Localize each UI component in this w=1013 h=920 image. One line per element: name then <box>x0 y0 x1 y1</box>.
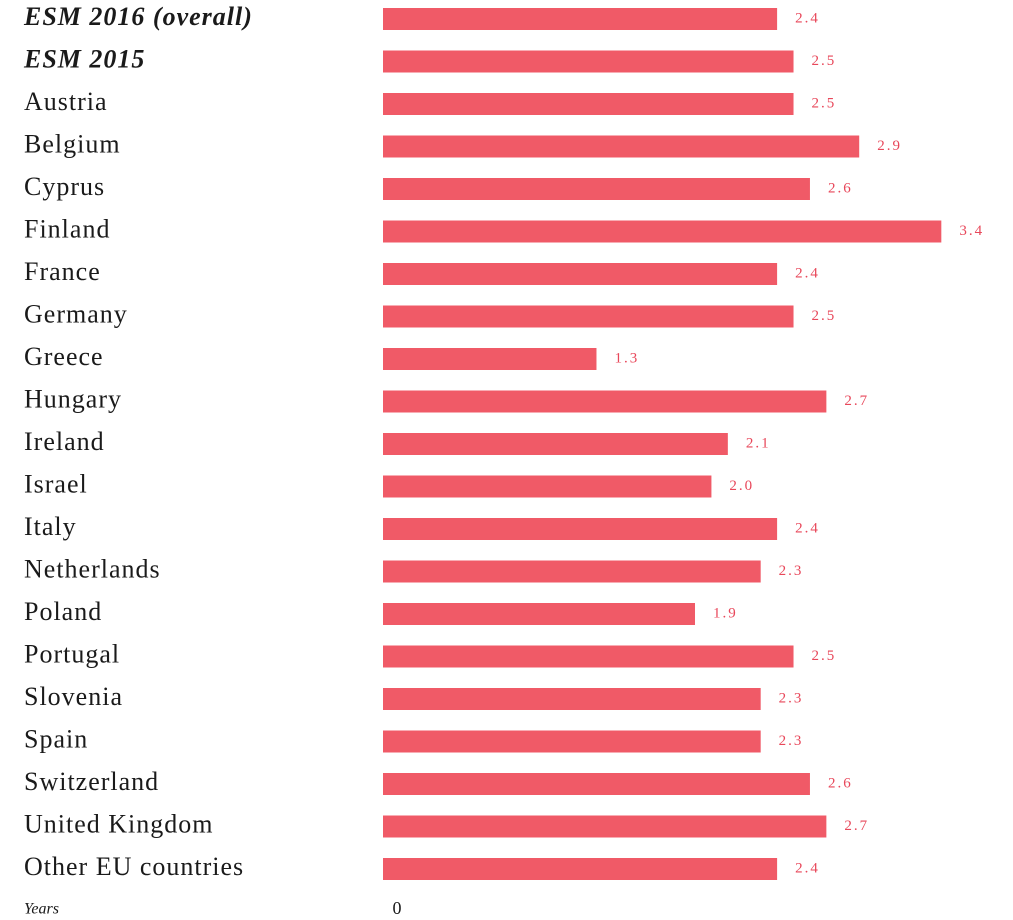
category-label: United Kingdom <box>24 809 214 838</box>
value-label: 2.9 <box>877 138 902 154</box>
value-label: 2.5 <box>812 648 837 664</box>
category-label: France <box>24 257 101 286</box>
bar <box>383 135 860 158</box>
bar <box>383 433 728 455</box>
value-label: 1.3 <box>614 350 639 366</box>
category-label: Israel <box>24 469 88 498</box>
value-label: 2.3 <box>779 733 804 749</box>
bar <box>383 730 761 753</box>
bar <box>383 390 827 413</box>
value-label: 2.3 <box>779 690 804 706</box>
value-label: 2.5 <box>812 95 837 111</box>
category-label: Portugal <box>24 639 120 668</box>
value-label: 2.0 <box>729 478 754 494</box>
x-tick-label: 0 <box>393 898 402 918</box>
category-label: ESM 2016 (overall) <box>23 2 253 31</box>
category-label: Germany <box>24 299 128 328</box>
category-label: ESM 2015 <box>23 44 145 73</box>
category-label: Spain <box>24 724 88 753</box>
bar <box>383 603 695 625</box>
category-label: Other EU countries <box>24 852 244 881</box>
bar <box>383 8 778 30</box>
bar <box>383 220 942 243</box>
bar <box>383 560 761 583</box>
value-label: 2.4 <box>795 860 820 876</box>
value-label: 2.6 <box>828 180 853 196</box>
bar <box>383 858 778 880</box>
value-label: 2.5 <box>812 308 837 324</box>
category-label: Belgium <box>24 129 121 158</box>
x-axis-label: Years <box>24 901 59 918</box>
bar <box>383 93 794 115</box>
value-label: 2.1 <box>746 435 771 451</box>
value-label: 3.4 <box>959 223 984 239</box>
value-label: 2.5 <box>812 53 837 69</box>
category-label: Cyprus <box>24 172 105 201</box>
category-label: Slovenia <box>24 682 123 711</box>
bar <box>383 50 794 73</box>
bar <box>383 645 794 668</box>
bar <box>383 815 827 838</box>
category-label: Austria <box>24 87 108 116</box>
category-label: Poland <box>24 597 102 626</box>
category-label: Finland <box>24 214 110 243</box>
bar <box>383 305 794 328</box>
category-label: Netherlands <box>24 554 161 583</box>
value-label: 2.7 <box>844 393 869 409</box>
value-label: 2.4 <box>795 520 820 536</box>
value-label: 1.9 <box>713 605 738 621</box>
value-label: 2.3 <box>779 563 804 579</box>
bar <box>383 475 712 498</box>
bar <box>383 178 810 200</box>
bar <box>383 688 761 710</box>
value-label: 2.4 <box>795 265 820 281</box>
bar <box>383 348 597 370</box>
value-label: 2.7 <box>844 818 869 834</box>
category-label: Hungary <box>24 384 122 413</box>
bar <box>383 263 778 285</box>
category-label: Greece <box>24 342 104 371</box>
bar <box>383 518 778 540</box>
category-label: Ireland <box>24 427 105 456</box>
value-label: 2.6 <box>828 775 853 791</box>
bar <box>383 773 810 795</box>
value-label: 2.4 <box>795 10 820 26</box>
category-label: Italy <box>24 512 77 541</box>
category-label: Switzerland <box>24 767 159 796</box>
